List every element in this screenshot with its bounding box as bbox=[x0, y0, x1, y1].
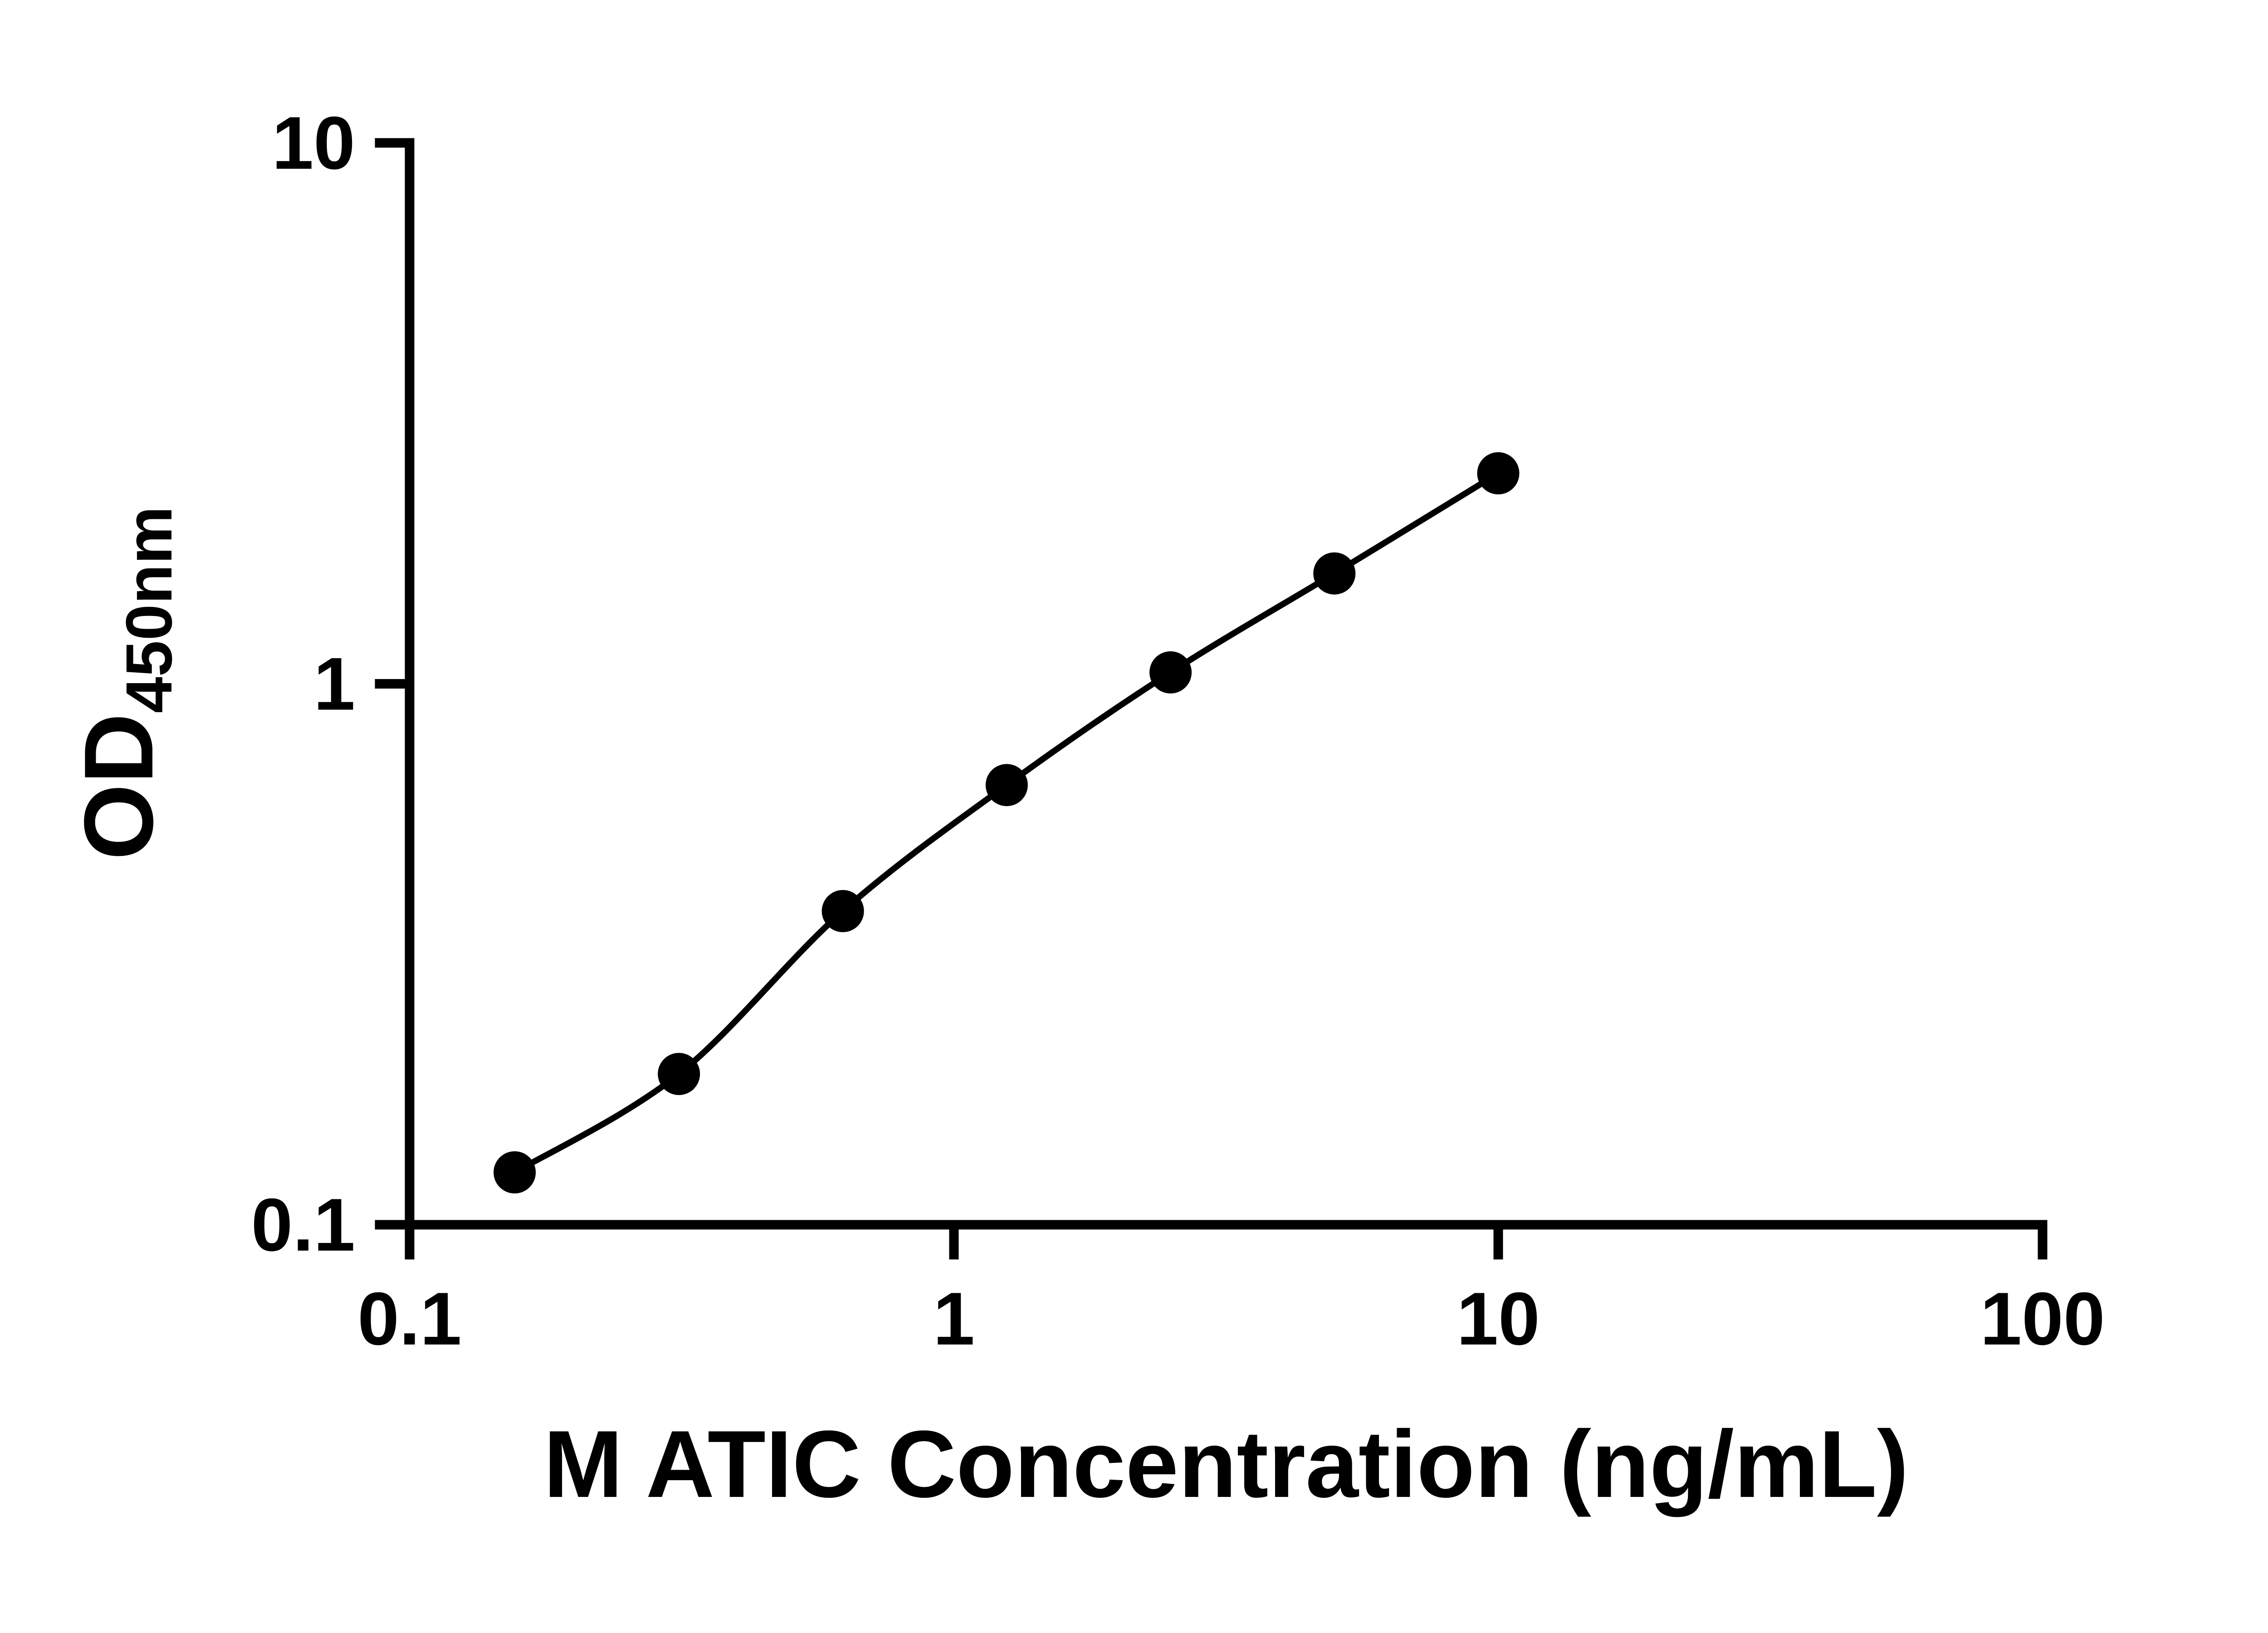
y-tick-label: 10 bbox=[272, 101, 355, 185]
data-point bbox=[1477, 452, 1520, 494]
y-axis-title: OD450nm bbox=[64, 506, 186, 860]
data-point bbox=[985, 764, 1028, 807]
y-tick-label: 1 bbox=[313, 642, 355, 726]
data-point bbox=[494, 1151, 536, 1193]
x-tick-label: 0.1 bbox=[357, 1277, 461, 1360]
y-axis-title-main: OD bbox=[64, 713, 173, 860]
y-tick-label: 0.1 bbox=[251, 1183, 355, 1266]
x-tick-label: 1 bbox=[933, 1277, 975, 1360]
data-point bbox=[1149, 651, 1192, 694]
x-axis-title: M ATIC Concentration (ng/mL) bbox=[543, 1411, 1909, 1517]
data-point bbox=[658, 1053, 700, 1095]
x-tick-label: 100 bbox=[1980, 1277, 2105, 1360]
data-point bbox=[1313, 552, 1356, 595]
plot-area: 0.1 1 10 100 0.1 1 10 bbox=[251, 101, 2105, 1360]
data-point bbox=[821, 890, 864, 932]
y-axis-title-subscript: 450nm bbox=[112, 506, 186, 713]
x-tick-label: 10 bbox=[1457, 1277, 1540, 1360]
